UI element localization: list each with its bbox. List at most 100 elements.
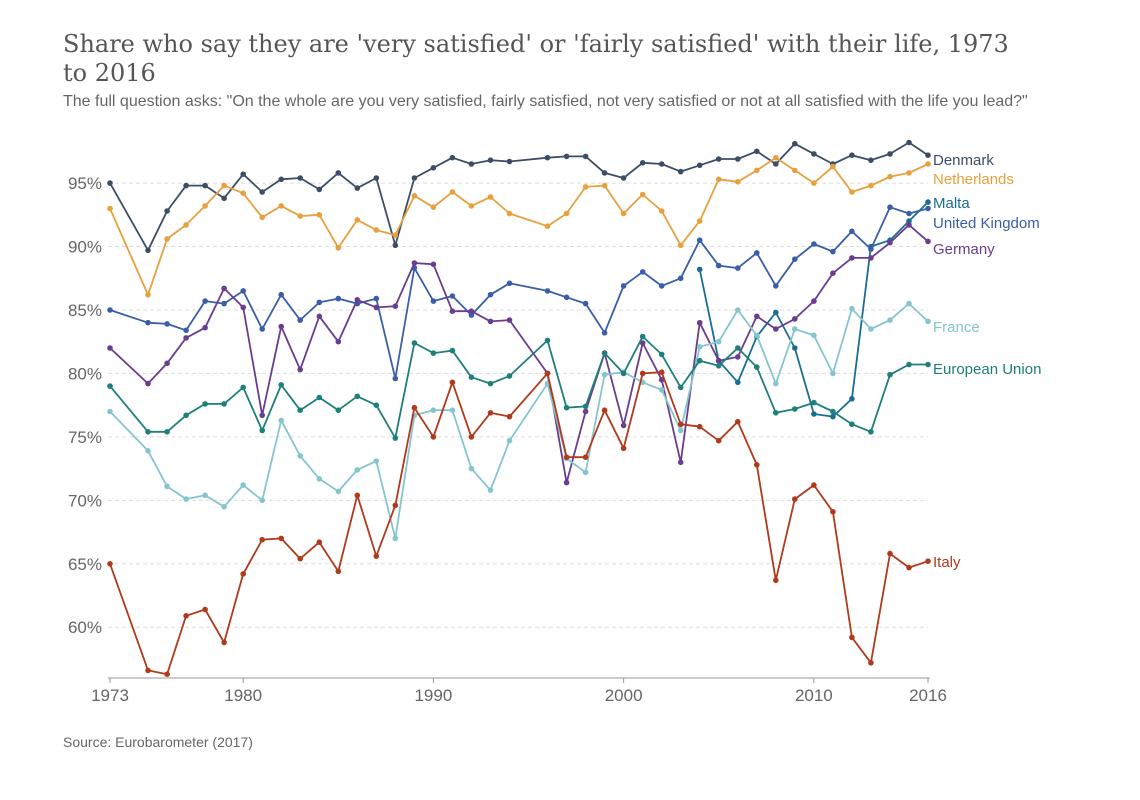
- data-point-netherlands[interactable]: [849, 189, 855, 195]
- data-point-european-union[interactable]: [278, 382, 285, 388]
- data-point-european-union[interactable]: [925, 361, 931, 368]
- data-point-denmark[interactable]: [278, 176, 285, 183]
- data-point-germany[interactable]: [240, 304, 246, 311]
- data-point-italy[interactable]: [811, 482, 817, 488]
- data-point-denmark[interactable]: [544, 154, 551, 161]
- data-point-united-kingdom[interactable]: [677, 275, 684, 282]
- data-point-germany[interactable]: [411, 260, 418, 266]
- data-point-france[interactable]: [849, 305, 855, 312]
- data-point-denmark[interactable]: [335, 170, 342, 176]
- data-point-united-kingdom[interactable]: [696, 237, 703, 243]
- data-point-united-kingdom[interactable]: [297, 317, 304, 323]
- data-point-italy[interactable]: [487, 410, 494, 416]
- data-point-european-union[interactable]: [544, 337, 551, 344]
- data-point-netherlands[interactable]: [240, 190, 246, 196]
- data-point-united-kingdom[interactable]: [563, 294, 570, 301]
- data-point-european-union[interactable]: [259, 427, 266, 434]
- data-point-netherlands[interactable]: [830, 163, 836, 170]
- data-point-netherlands[interactable]: [658, 208, 665, 214]
- data-point-denmark[interactable]: [373, 175, 380, 181]
- data-point-italy[interactable]: [221, 639, 227, 646]
- data-point-denmark[interactable]: [925, 152, 931, 158]
- data-point-united-kingdom[interactable]: [811, 241, 817, 247]
- data-point-netherlands[interactable]: [811, 180, 817, 186]
- data-point-denmark[interactable]: [411, 175, 418, 181]
- data-point-netherlands[interactable]: [582, 184, 589, 190]
- data-point-netherlands[interactable]: [925, 161, 931, 167]
- data-point-france[interactable]: [582, 469, 589, 476]
- data-point-united-kingdom[interactable]: [735, 265, 741, 271]
- data-point-european-union[interactable]: [354, 393, 361, 400]
- data-point-denmark[interactable]: [735, 156, 741, 162]
- data-point-italy[interactable]: [677, 421, 684, 428]
- data-point-france[interactable]: [164, 483, 170, 490]
- data-point-european-union[interactable]: [202, 401, 208, 407]
- data-point-denmark[interactable]: [316, 186, 323, 193]
- data-point-netherlands[interactable]: [259, 214, 266, 221]
- data-point-france[interactable]: [240, 482, 246, 488]
- data-point-denmark[interactable]: [449, 154, 456, 161]
- data-point-france[interactable]: [868, 326, 874, 332]
- data-point-italy[interactable]: [278, 535, 285, 542]
- data-point-france[interactable]: [887, 317, 893, 323]
- data-point-italy[interactable]: [887, 550, 893, 557]
- data-point-united-kingdom[interactable]: [240, 288, 246, 294]
- data-point-netherlands[interactable]: [506, 210, 513, 217]
- data-point-netherlands[interactable]: [773, 154, 779, 161]
- data-point-denmark[interactable]: [107, 180, 113, 186]
- data-point-denmark[interactable]: [849, 152, 855, 158]
- data-point-france[interactable]: [373, 458, 380, 464]
- data-point-malta[interactable]: [792, 345, 798, 351]
- data-point-denmark[interactable]: [145, 247, 151, 254]
- data-point-italy[interactable]: [259, 536, 266, 543]
- data-point-european-union[interactable]: [696, 357, 703, 364]
- data-point-united-kingdom[interactable]: [506, 280, 513, 287]
- data-point-italy[interactable]: [601, 407, 608, 414]
- data-point-germany[interactable]: [373, 304, 380, 311]
- data-point-italy[interactable]: [773, 577, 779, 584]
- data-point-netherlands[interactable]: [754, 167, 760, 174]
- data-point-european-union[interactable]: [620, 370, 627, 377]
- data-point-italy[interactable]: [868, 660, 874, 666]
- data-point-italy[interactable]: [107, 561, 113, 567]
- data-point-denmark[interactable]: [183, 182, 189, 189]
- data-point-denmark[interactable]: [868, 157, 874, 163]
- data-point-united-kingdom[interactable]: [773, 283, 779, 289]
- data-point-netherlands[interactable]: [544, 223, 551, 229]
- data-point-european-union[interactable]: [849, 421, 855, 428]
- data-point-european-union[interactable]: [487, 380, 494, 387]
- data-point-netherlands[interactable]: [430, 204, 437, 210]
- data-point-united-kingdom[interactable]: [221, 300, 227, 307]
- data-point-netherlands[interactable]: [906, 170, 912, 176]
- data-point-denmark[interactable]: [677, 168, 684, 175]
- data-point-united-kingdom[interactable]: [639, 269, 646, 275]
- data-point-italy[interactable]: [373, 553, 380, 559]
- data-point-netherlands[interactable]: [468, 203, 475, 209]
- data-point-denmark[interactable]: [259, 189, 266, 195]
- data-point-france[interactable]: [316, 476, 323, 482]
- data-point-united-kingdom[interactable]: [906, 210, 912, 217]
- data-point-germany[interactable]: [392, 303, 399, 310]
- data-point-italy[interactable]: [658, 369, 665, 376]
- data-point-france[interactable]: [677, 427, 684, 434]
- data-point-france[interactable]: [259, 497, 266, 504]
- data-point-germany[interactable]: [221, 285, 227, 292]
- data-point-netherlands[interactable]: [868, 182, 874, 189]
- data-point-european-union[interactable]: [335, 407, 342, 414]
- data-point-germany[interactable]: [297, 366, 304, 373]
- data-point-denmark[interactable]: [639, 160, 646, 166]
- data-point-netherlands[interactable]: [278, 203, 285, 209]
- data-point-denmark[interactable]: [164, 208, 170, 214]
- data-point-france[interactable]: [754, 332, 760, 339]
- data-point-european-union[interactable]: [411, 340, 418, 346]
- data-point-malta[interactable]: [830, 413, 836, 420]
- data-point-netherlands[interactable]: [887, 173, 893, 180]
- data-point-denmark[interactable]: [430, 165, 437, 171]
- data-point-united-kingdom[interactable]: [925, 205, 931, 212]
- data-point-germany[interactable]: [278, 323, 285, 330]
- data-point-netherlands[interactable]: [335, 245, 342, 251]
- data-point-european-union[interactable]: [792, 406, 798, 412]
- data-point-italy[interactable]: [297, 555, 304, 562]
- data-point-european-union[interactable]: [373, 402, 380, 409]
- data-point-france[interactable]: [487, 487, 494, 494]
